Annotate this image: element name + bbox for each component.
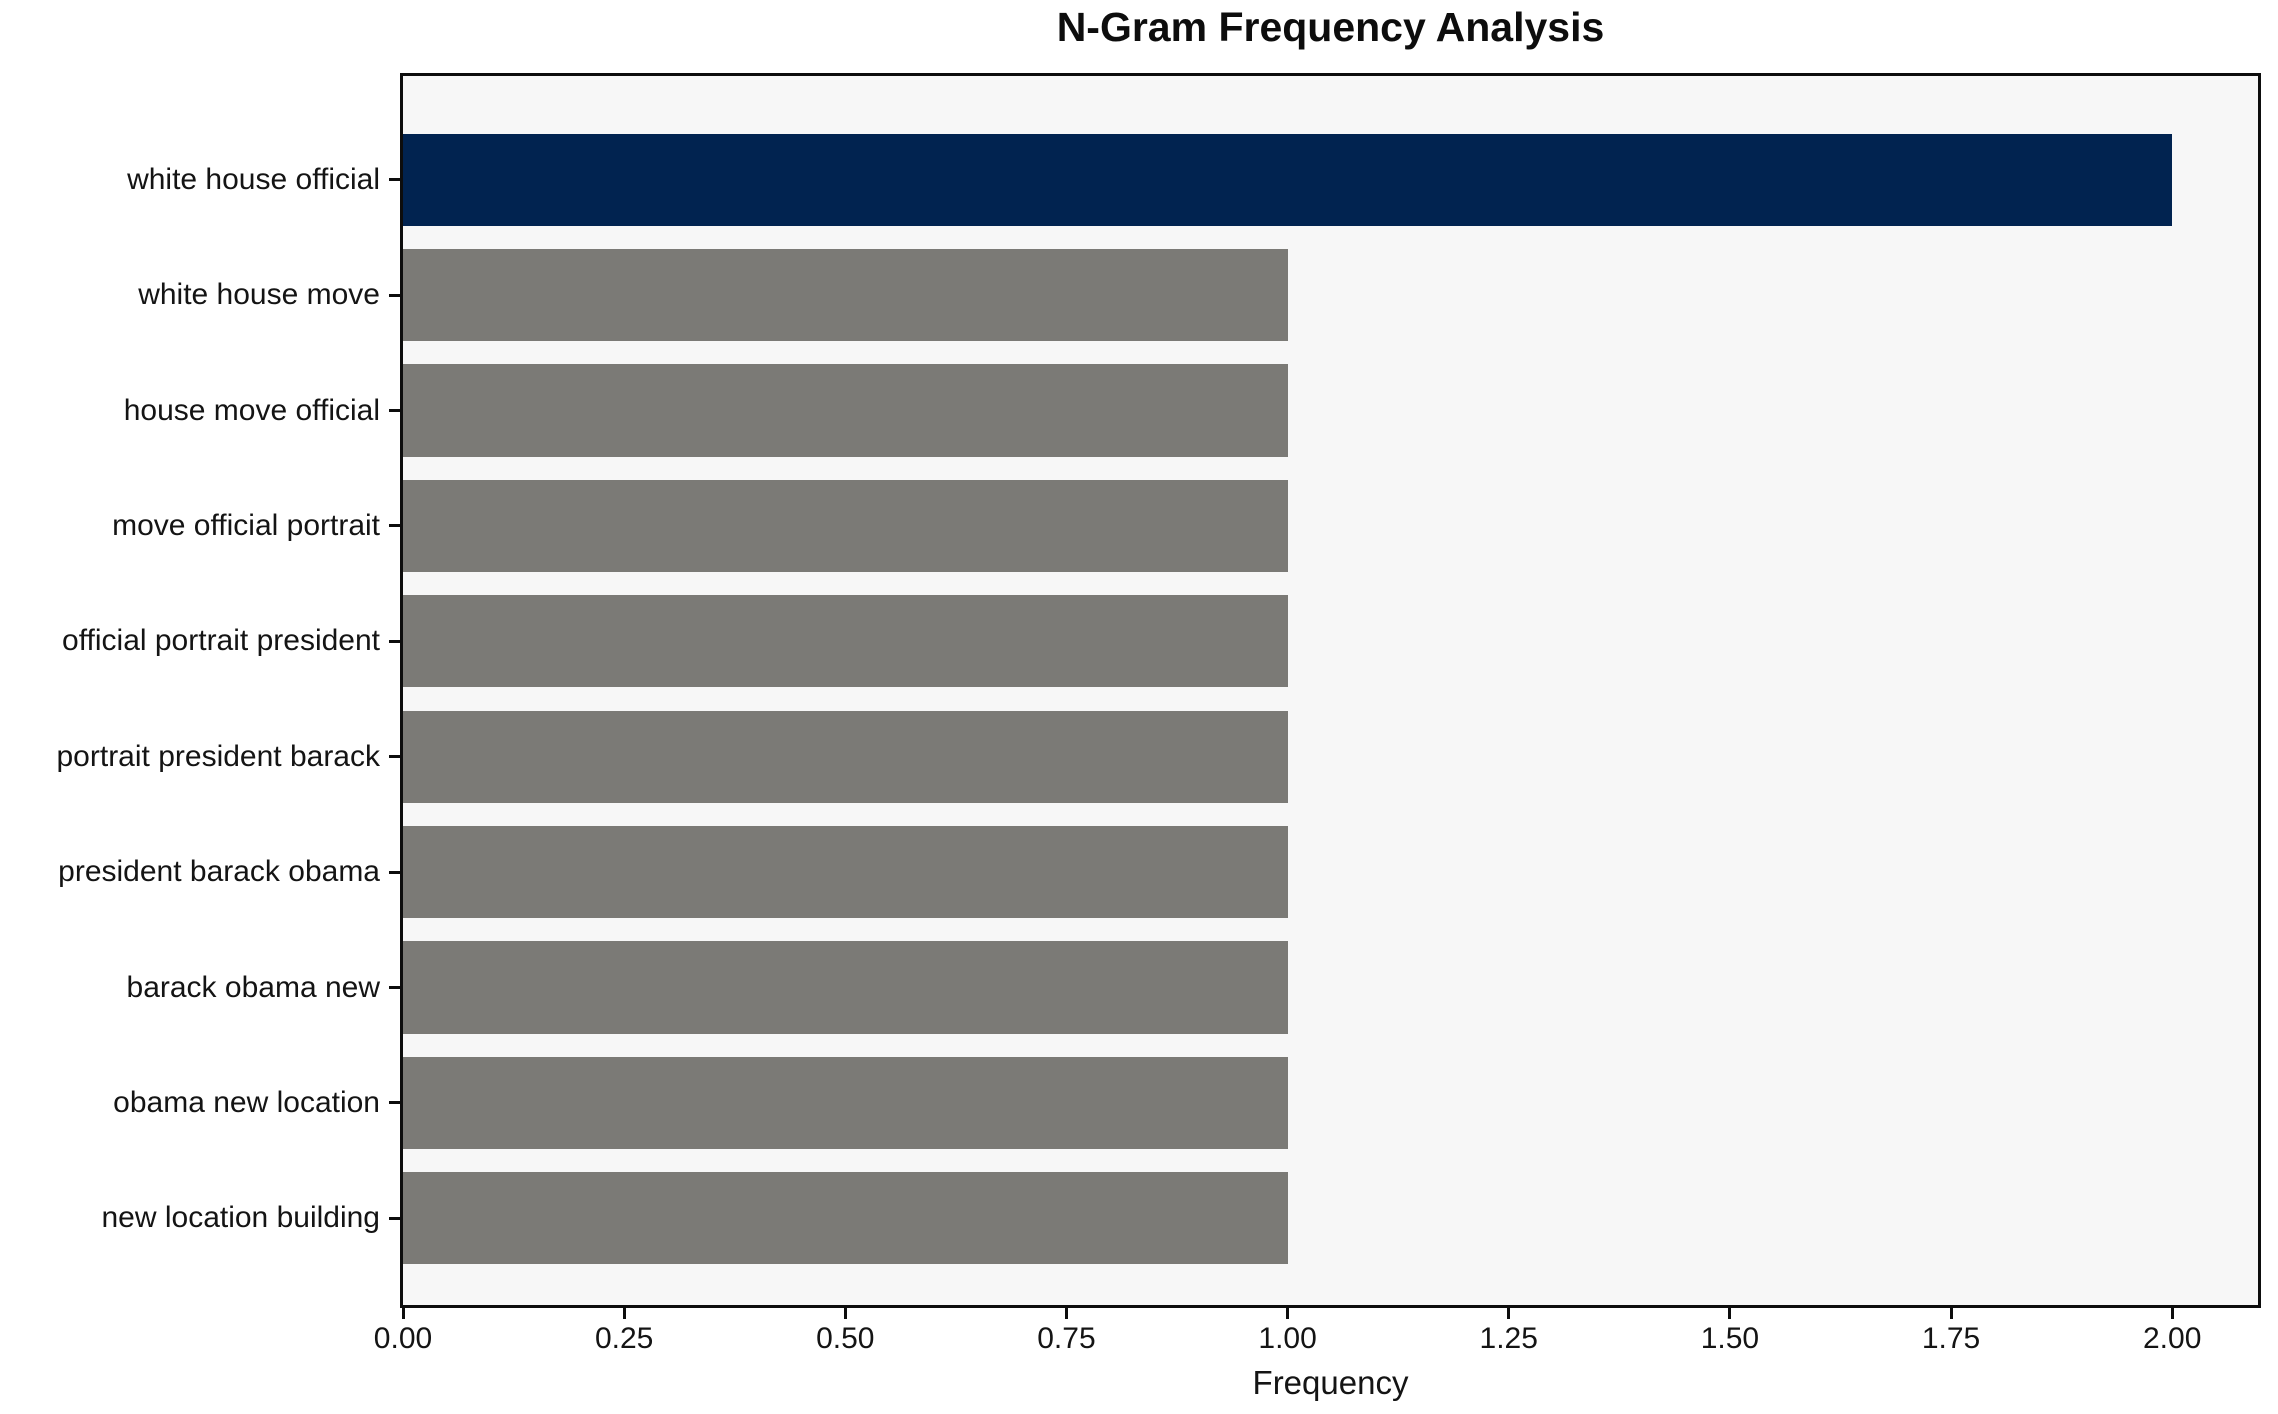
bar [403,479,1288,573]
x-tick-mark [1064,1308,1068,1319]
chart-title: N-Gram Frequency Analysis [1056,4,1605,50]
x-tick-mark [1949,1308,1953,1319]
y-tick-mark [389,178,400,182]
y-tick-label: new location building [101,1201,380,1235]
x-tick-mark [843,1308,847,1319]
y-tick-label: official portrait president [62,624,380,658]
y-tick-mark [389,1101,400,1105]
bar [403,133,2173,226]
x-tick-label: 0.00 [373,1322,433,1355]
x-tick-mark [1728,1308,1732,1319]
x-tick-label: 1.75 [1921,1322,1981,1355]
x-tick-label: 2.00 [2142,1322,2202,1355]
bar [403,825,1288,919]
y-tick-label: portrait president barack [56,739,381,773]
x-tick-mark [622,1308,626,1319]
x-tick-label: 0.25 [594,1322,654,1355]
bar [403,1056,1288,1150]
bar [403,1172,1288,1265]
x-axis-label: Frequency [1252,1364,1409,1401]
y-tick-mark [389,986,400,989]
x-tick-label: 0.50 [816,1322,875,1355]
y-tick-mark [389,293,400,297]
x-tick-label: 1.00 [1258,1322,1317,1355]
y-tick-label: house move official [123,393,380,427]
y-tick-label: barack obama new [126,970,380,1004]
y-tick-mark [389,870,400,874]
bar [403,248,1288,342]
y-tick-label: president barack obama [58,855,380,889]
bar [403,710,1288,803]
x-tick-mark [2170,1308,2174,1319]
y-tick-mark [389,409,400,412]
x-tick-label: 1.50 [1700,1322,1760,1355]
y-tick-mark [389,755,400,759]
y-tick-label: obama new location [113,1085,380,1119]
x-tick-mark [401,1308,405,1319]
x-tick-mark [1286,1308,1290,1319]
y-tick-mark [389,524,400,528]
bar [403,595,1288,688]
y-tick-label: white house official [127,162,380,196]
x-tick-label: 1.25 [1479,1322,1538,1355]
bar [403,364,1288,457]
y-tick-label: move official portrait [112,508,380,542]
x-tick-label: 0.75 [1037,1322,1096,1355]
plot-area [400,73,2261,1308]
y-tick-mark [389,1216,400,1220]
bar [403,941,1288,1034]
y-tick-label: white house move [138,278,380,312]
x-tick-mark [1507,1308,1511,1319]
y-tick-mark [389,639,400,643]
